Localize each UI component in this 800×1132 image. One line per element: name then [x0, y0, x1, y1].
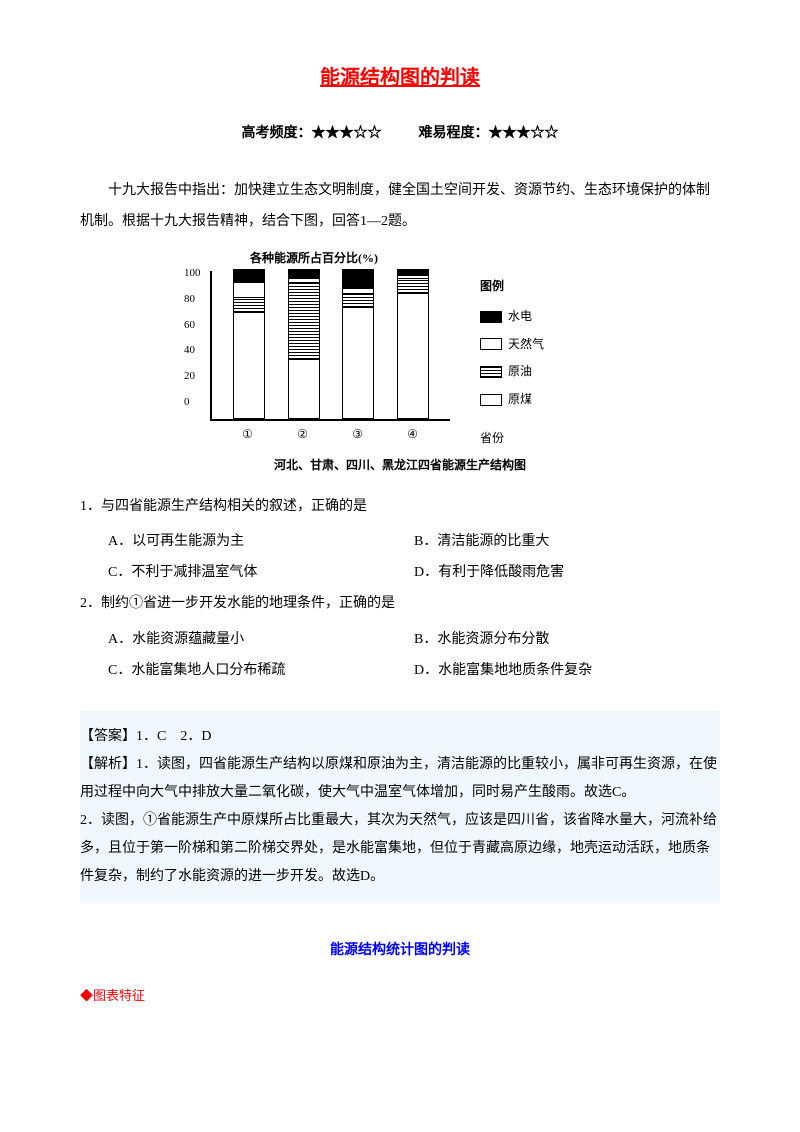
- swatch-gas: [480, 338, 502, 350]
- meta-line: 高考频度：★★★☆☆ 难易程度：★★★☆☆: [80, 121, 720, 146]
- sub-title: 能源结构统计图的判读: [80, 938, 720, 963]
- option: C．不利于减排温室气体: [108, 558, 414, 589]
- seg-oil: [234, 297, 264, 312]
- diff-stars: ★★★☆☆: [489, 126, 559, 141]
- question-2-options: A．水能资源蕴藏量小 B．水能资源分布分散 C．水能富集地人口分布稀疏 D．水能…: [108, 625, 720, 687]
- option: A．以可再生能源为主: [108, 527, 414, 558]
- legend-item: 天然气: [480, 334, 544, 356]
- legend-item: 水电: [480, 306, 544, 328]
- option: B．清洁能源的比重大: [414, 527, 720, 558]
- diamond-icon: ◆: [80, 988, 93, 1003]
- seg-oil: [289, 282, 319, 359]
- seg-gas: [234, 282, 264, 297]
- freq-stars: ★★★☆☆: [312, 126, 382, 141]
- xaxis-label: 省份: [480, 428, 544, 450]
- question-1: 1．与四省能源生产结构相关的叙述，正确的是: [80, 492, 720, 523]
- bar-③: [342, 269, 374, 419]
- seg-hydro: [289, 270, 319, 277]
- bar-②: [288, 269, 320, 419]
- analysis-2: 2．读图，①省能源生产中原煤所占比重最大，其次为天然气，应该是四川省，该省降水量…: [80, 807, 720, 891]
- option: A．水能资源蕴藏量小: [108, 625, 414, 656]
- legend-item: 原油: [480, 361, 544, 383]
- option: D．水能富集地地质条件复杂: [414, 656, 720, 687]
- chart-ylabel: 各种能源所占百分比(%): [250, 248, 590, 270]
- section-marker: ◆图表特征: [80, 984, 720, 1007]
- option: C．水能富集地人口分布稀疏: [108, 656, 414, 687]
- seg-hydro: [234, 270, 264, 282]
- question-2: 2．制约①省进一步开发水能的地理条件，正确的是: [80, 589, 720, 620]
- marker-text: 图表特征: [93, 988, 145, 1003]
- chart-caption: 河北、甘肃、四川、黑龙江四省能源生产结构图: [210, 455, 590, 477]
- answer-line: 【答案】1．C 2．D: [80, 723, 720, 751]
- seg-coal: [289, 359, 319, 418]
- chart-container: 各种能源所占百分比(%) 100 80 60 40 20 0 ① ② ③ ④: [210, 248, 590, 477]
- swatch-oil: [480, 366, 502, 378]
- intro-text: 十九大报告中指出：加快建立生态文明制度，健全国土空间开发、资源节约、生态环境保护…: [80, 176, 720, 238]
- y-ticks: 100 80 60 40 20 0: [184, 264, 201, 412]
- seg-coal: [343, 307, 373, 418]
- bar-①: [233, 269, 265, 419]
- seg-coal: [234, 312, 264, 419]
- option: D．有利于降低酸雨危害: [414, 558, 720, 589]
- legend-item: 原煤: [480, 389, 544, 411]
- x-labels: ① ② ③ ④: [210, 424, 450, 446]
- swatch-coal: [480, 394, 502, 406]
- seg-hydro: [343, 270, 373, 288]
- legend-title: 图例: [480, 276, 544, 298]
- analysis-1: 【解析】1．读图，四省能源生产结构以原煤和原油为主，清洁能源的比重较小，属非可再…: [80, 751, 720, 807]
- chart-plot: 100 80 60 40 20 0: [210, 271, 450, 421]
- swatch-hydro: [480, 311, 502, 323]
- page-title: 能源结构图的判读: [80, 60, 720, 96]
- option: B．水能资源分布分散: [414, 625, 720, 656]
- diff-label: 难易程度：: [419, 126, 489, 141]
- freq-label: 高考频度：: [242, 126, 312, 141]
- seg-coal: [398, 293, 428, 419]
- answer-block: 【答案】1．C 2．D 【解析】1．读图，四省能源生产结构以原煤和原油为主，清洁…: [80, 711, 720, 903]
- seg-oil: [398, 278, 428, 293]
- seg-oil: [343, 293, 373, 308]
- bar-④: [397, 269, 429, 419]
- chart-legend: 图例 水电 天然气 原油 原煤 省份: [480, 276, 544, 450]
- question-1-options: A．以可再生能源为主 B．清洁能源的比重大 C．不利于减排温室气体 D．有利于降…: [108, 527, 720, 589]
